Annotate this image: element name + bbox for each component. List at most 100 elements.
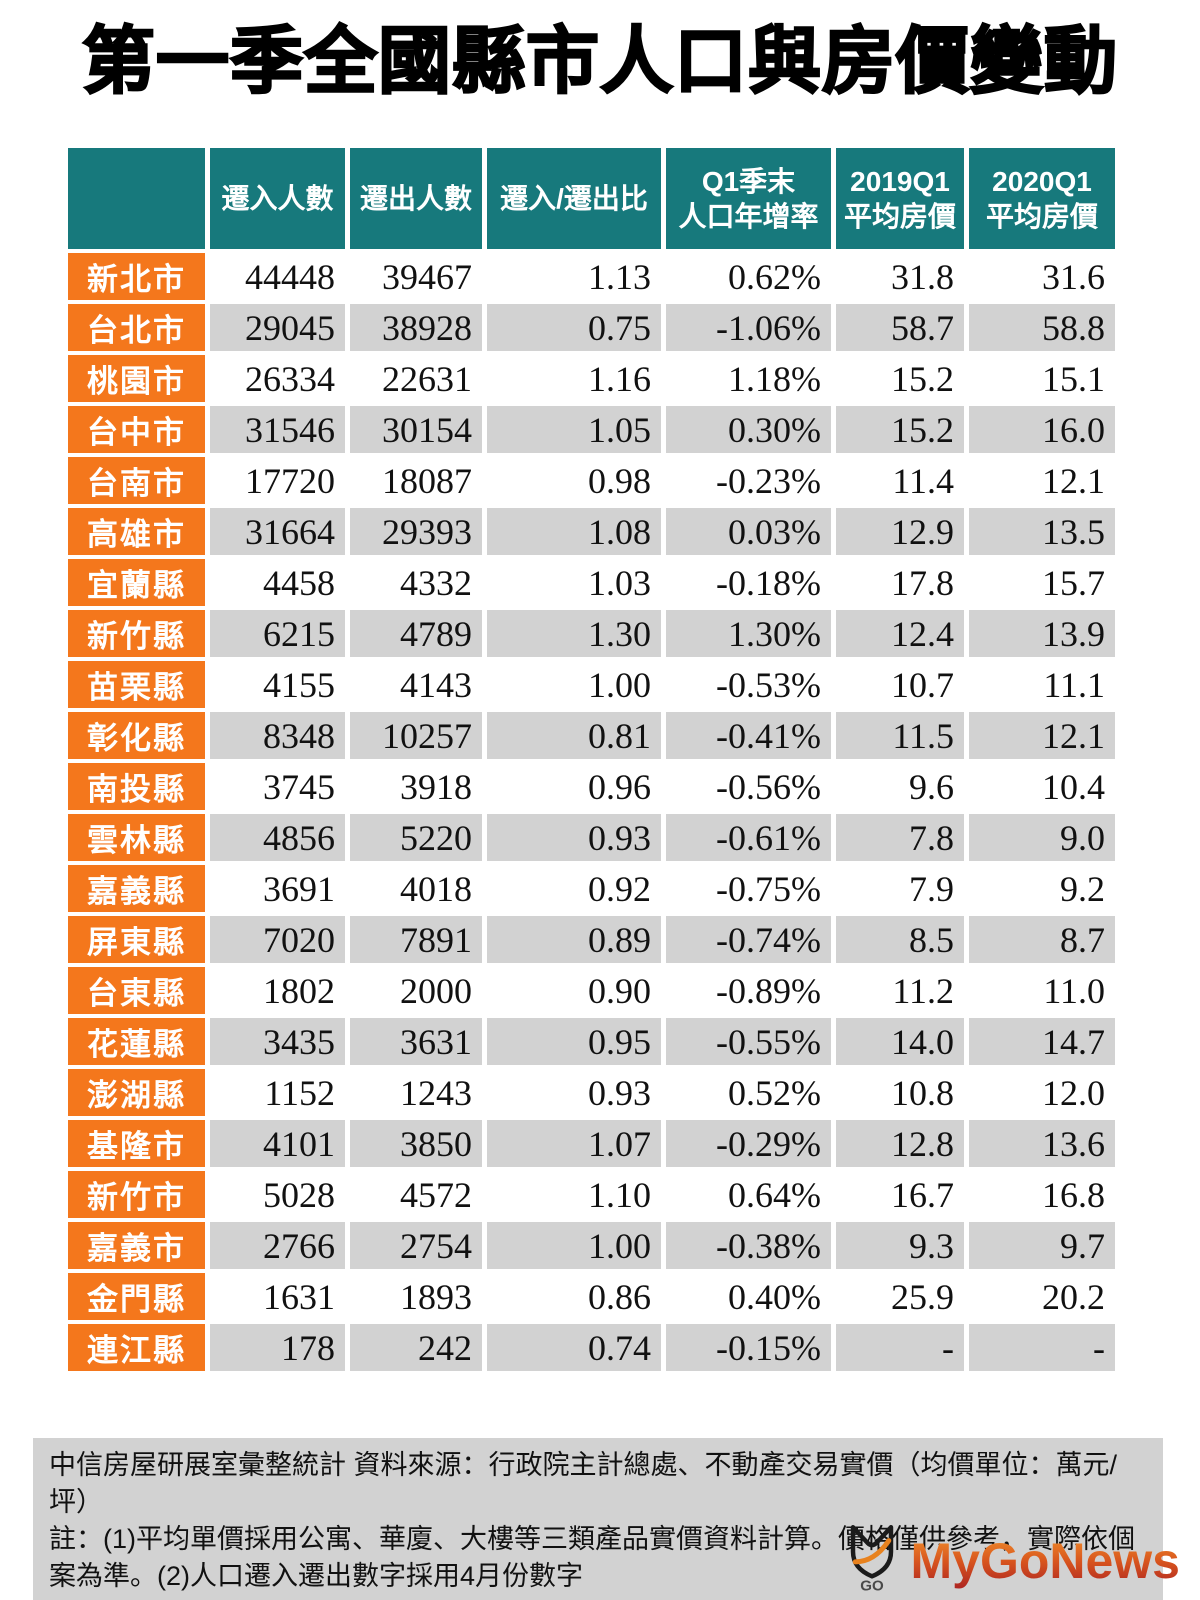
table-cell: 3850: [350, 1120, 482, 1167]
table-cell: 8.5: [836, 916, 964, 963]
table-cell: 1243: [350, 1069, 482, 1116]
table-cell: 4458: [210, 559, 345, 606]
footnote-note: 註：(1)平均單價採用公寓、華廈、大樓等三類產品實價資料計算。價格僅供參考，實際…: [49, 1524, 1135, 1591]
table-cell: 17.8: [836, 559, 964, 606]
table-cell: -0.38%: [666, 1222, 831, 1269]
table-cell: 0.52%: [666, 1069, 831, 1116]
table-cell: 58.8: [969, 304, 1115, 351]
table-cell: -: [969, 1324, 1115, 1371]
table-cell: -0.56%: [666, 763, 831, 810]
table-cell: 15.1: [969, 355, 1115, 402]
table-cell: 1.00: [487, 1222, 661, 1269]
table-cell: 17720: [210, 457, 345, 504]
table-cell: 242: [350, 1324, 482, 1371]
row-label: 金門縣: [68, 1273, 205, 1320]
table-cell: 12.9: [836, 508, 964, 555]
table-cell: -0.74%: [666, 916, 831, 963]
table-cell: 6215: [210, 610, 345, 657]
table-cell: 11.5: [836, 712, 964, 759]
table-cell: 0.40%: [666, 1273, 831, 1320]
table-cell: 44448: [210, 253, 345, 300]
table-cell: 9.0: [969, 814, 1115, 861]
row-label: 苗栗縣: [68, 661, 205, 708]
table-cell: 11.2: [836, 967, 964, 1014]
row-label: 新竹縣: [68, 610, 205, 657]
table-cell: 8.7: [969, 916, 1115, 963]
footnote-source: 中信房屋研展室彙整統計 資料來源：行政院主計總處、不動產交易實價（均價單位：萬元…: [49, 1450, 1118, 1517]
row-label: 嘉義市: [68, 1222, 205, 1269]
table-cell: 15.2: [836, 406, 964, 453]
table-cell: 31.6: [969, 253, 1115, 300]
table-cell: 1.30%: [666, 610, 831, 657]
table-cell: 13.9: [969, 610, 1115, 657]
table-cell: 25.9: [836, 1273, 964, 1320]
table-cell: 1631: [210, 1273, 345, 1320]
row-label: 基隆市: [68, 1120, 205, 1167]
row-label: 雲林縣: [68, 814, 205, 861]
table-cell: 0.75: [487, 304, 661, 351]
table-cell: 5220: [350, 814, 482, 861]
row-label: 台中市: [68, 406, 205, 453]
table-cell: 14.0: [836, 1018, 964, 1065]
table-cell: 0.74: [487, 1324, 661, 1371]
table-cell: 11.1: [969, 661, 1115, 708]
swoosh-icon: [853, 1538, 892, 1565]
table-cell: -0.53%: [666, 661, 831, 708]
county-population-price-table: 遷入人數 遷出人數 遷入/遷出比 Q1季末 人口年增率 2019Q1 平均房價 2020Q…: [68, 148, 1115, 1371]
table-cell: 15.2: [836, 355, 964, 402]
table-cell: 7891: [350, 916, 482, 963]
table-cell: 0.95: [487, 1018, 661, 1065]
table-cell: 5028: [210, 1171, 345, 1218]
table-cell: 4572: [350, 1171, 482, 1218]
table-cell: 0.64%: [666, 1171, 831, 1218]
table-cell: 4856: [210, 814, 345, 861]
row-label: 彰化縣: [68, 712, 205, 759]
column-header: 遷入/遷出比: [487, 148, 661, 249]
table-cell: 18087: [350, 457, 482, 504]
table-cell: 4018: [350, 865, 482, 912]
fox-head-outline-icon: [851, 1525, 894, 1579]
table-cell: 0.03%: [666, 508, 831, 555]
column-header: 2020Q1 平均房價: [969, 148, 1115, 249]
table-cell: 1.05: [487, 406, 661, 453]
table-cell: -0.89%: [666, 967, 831, 1014]
row-label: 花蓮縣: [68, 1018, 205, 1065]
table-cell: 9.2: [969, 865, 1115, 912]
table-cell: 1893: [350, 1273, 482, 1320]
table-cell: 31664: [210, 508, 345, 555]
table-cell: 1.10: [487, 1171, 661, 1218]
table-cell: -0.75%: [666, 865, 831, 912]
table-cell: 9.3: [836, 1222, 964, 1269]
table-cell: 4143: [350, 661, 482, 708]
table-cell: 0.30%: [666, 406, 831, 453]
table-cell: 12.1: [969, 712, 1115, 759]
table-cell: 0.93: [487, 1069, 661, 1116]
row-label: 台北市: [68, 304, 205, 351]
table-cell: 3745: [210, 763, 345, 810]
table-cell: 29393: [350, 508, 482, 555]
table-cell: 30154: [350, 406, 482, 453]
table-cell: 12.0: [969, 1069, 1115, 1116]
table-cell: 9.7: [969, 1222, 1115, 1269]
table-cell: 22631: [350, 355, 482, 402]
logo-wordmark: MyGoNews: [910, 1536, 1180, 1592]
table-cell: 0.89: [487, 916, 661, 963]
table-cell: 16.7: [836, 1171, 964, 1218]
table-cell: 0.93: [487, 814, 661, 861]
go-icon-label: GO: [861, 1577, 885, 1592]
table-cell: 0.90: [487, 967, 661, 1014]
table-cell: 1.13: [487, 253, 661, 300]
column-header: 2019Q1 平均房價: [836, 148, 964, 249]
table-cell: 2766: [210, 1222, 345, 1269]
footnote-block: 中信房屋研展室彙整統計 資料來源：行政院主計總處、不動產交易實價（均價單位：萬元…: [33, 1438, 1163, 1600]
table-cell: 13.6: [969, 1120, 1115, 1167]
table-cell: 10.7: [836, 661, 964, 708]
table-cell: 178: [210, 1324, 345, 1371]
table-cell: 15.7: [969, 559, 1115, 606]
table-cell: -0.23%: [666, 457, 831, 504]
table-cell: 0.96: [487, 763, 661, 810]
mygonews-logo: GO MyGoNews: [844, 1525, 1180, 1592]
table-cell: 4789: [350, 610, 482, 657]
table-cell: 1.16: [487, 355, 661, 402]
table-cell: -: [836, 1324, 964, 1371]
